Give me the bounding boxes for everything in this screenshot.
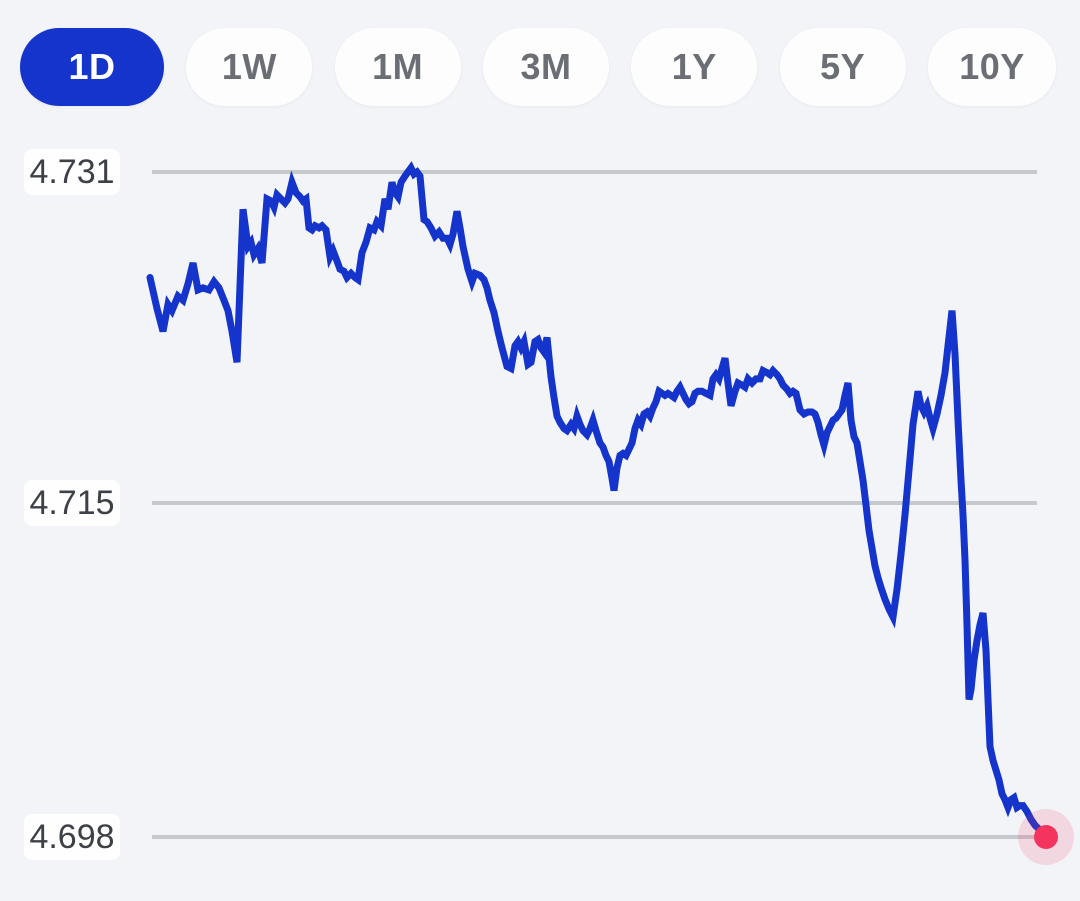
price-line bbox=[146, 161, 1050, 841]
gridlines bbox=[152, 170, 1037, 839]
range-button-5y[interactable]: 5Y bbox=[779, 28, 906, 106]
last-price-marker-dot bbox=[1034, 825, 1058, 849]
range-button-1m[interactable]: 1M bbox=[334, 28, 461, 106]
time-range-selector: 1D 1W 1M 3M 1Y 5Y 10Y bbox=[20, 28, 1056, 106]
range-button-10y[interactable]: 10Y bbox=[927, 28, 1056, 106]
range-button-1y[interactable]: 1Y bbox=[631, 28, 758, 106]
range-button-1d[interactable]: 1D bbox=[20, 28, 164, 106]
y-axis-tick-label: 4.698 bbox=[24, 814, 120, 860]
y-axis-tick-label: 4.715 bbox=[24, 480, 120, 526]
range-button-3m[interactable]: 3M bbox=[482, 28, 609, 106]
range-button-1w[interactable]: 1W bbox=[186, 28, 313, 106]
y-axis-tick-label: 4.731 bbox=[24, 149, 120, 195]
